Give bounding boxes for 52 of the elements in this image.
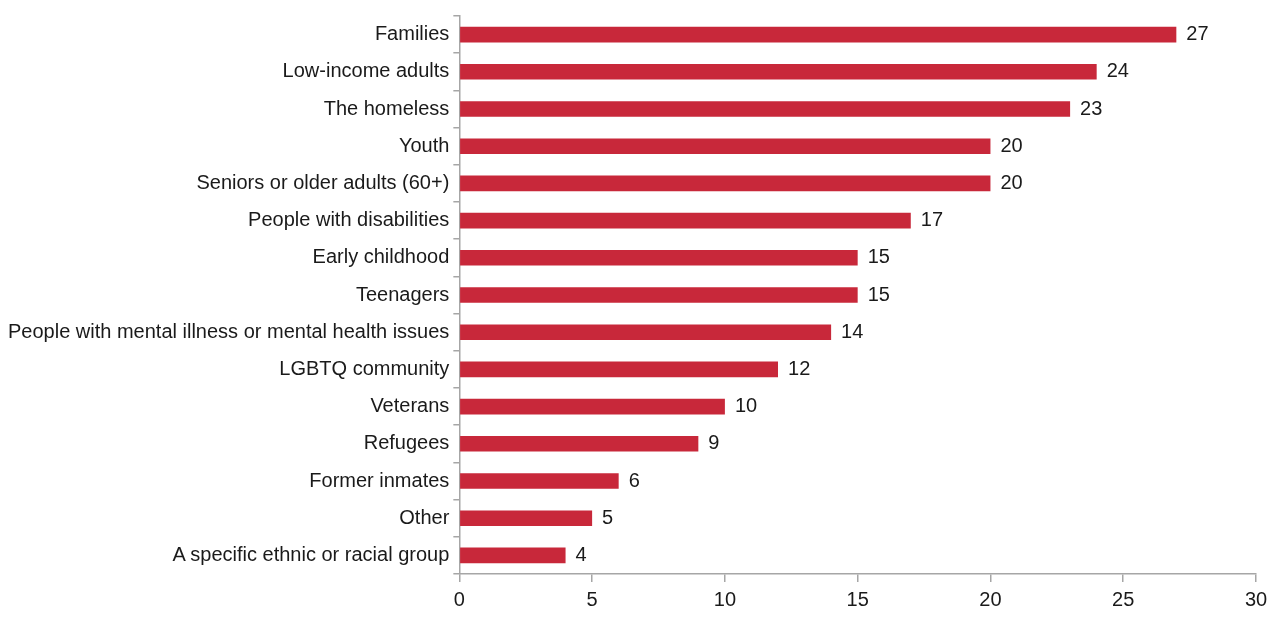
y-tick-label: The homeless [323, 96, 450, 119]
data-label: 5 [602, 505, 614, 528]
data-label: 23 [1080, 96, 1103, 119]
y-tick-label: Youth [398, 133, 450, 156]
y-tick-label: Veterans [370, 394, 450, 417]
bar [460, 212, 911, 229]
data-label: 17 [920, 208, 944, 231]
bar [460, 138, 991, 155]
y-tick-label: People with mental illness or mental health issues [7, 319, 450, 342]
x-tick-label: 25 [1112, 587, 1135, 610]
y-tick-label: Families [374, 22, 450, 45]
y-tick-label: Early childhood [312, 245, 450, 268]
data-label: 24 [1106, 59, 1129, 82]
data-label: 12 [788, 356, 811, 379]
bar [460, 398, 725, 415]
x-tick-label: 5 [586, 587, 598, 610]
bar [460, 249, 858, 266]
x-tick-label: 10 [713, 587, 737, 610]
data-label: 15 [867, 282, 890, 305]
bar [460, 510, 593, 527]
x-tick-label: 15 [846, 587, 869, 610]
y-tick-label: Other [399, 505, 450, 528]
y-tick-label: Low-income adults [282, 59, 450, 82]
x-tick-label: 0 [453, 587, 465, 610]
data-label: 20 [1000, 170, 1023, 193]
x-tick-label: 30 [1244, 587, 1268, 610]
bar [460, 26, 1177, 43]
data-label: 10 [734, 394, 758, 417]
bar [460, 101, 1071, 117]
data-label: 20 [1000, 133, 1023, 156]
data-label: 14 [841, 319, 864, 342]
bar [460, 435, 699, 452]
data-label: 4 [575, 542, 587, 565]
y-tick-label: LGBTQ community [279, 356, 450, 379]
bar [460, 63, 1097, 80]
bar [460, 547, 566, 564]
bar [460, 324, 832, 341]
bar [460, 361, 778, 378]
y-tick-label: Former inmates [309, 468, 450, 491]
y-tick-label: Teenagers [355, 282, 450, 305]
data-label: 6 [628, 468, 640, 491]
x-tick-label: 20 [979, 587, 1002, 610]
data-label: 27 [1186, 22, 1209, 45]
bar [460, 287, 858, 303]
bar [460, 175, 991, 192]
y-tick-label: People with disabilities [248, 208, 450, 231]
y-tick-label: Refugees [363, 431, 450, 454]
data-label: 9 [708, 431, 720, 454]
bar [460, 473, 619, 489]
y-tick-label: A specific ethnic or racial group [172, 542, 450, 565]
y-tick-label: Seniors or older adults (60+) [196, 170, 450, 193]
data-label: 15 [867, 245, 890, 268]
